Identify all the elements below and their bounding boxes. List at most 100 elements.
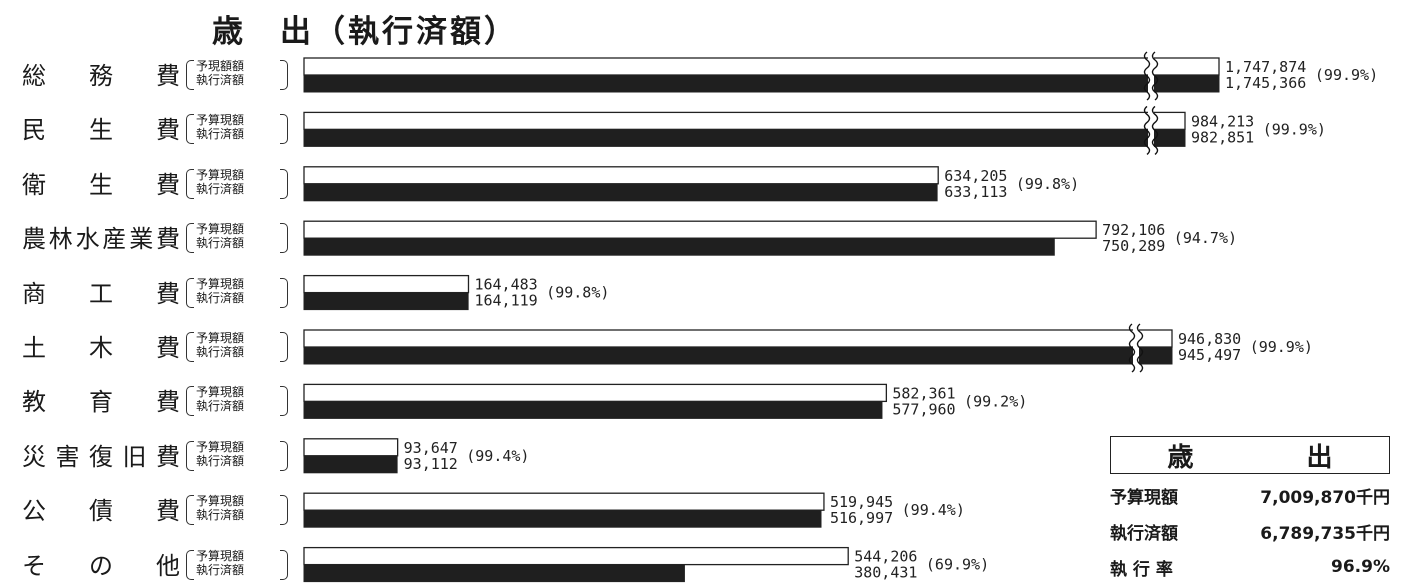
rate-label: (99.9%) [1250, 338, 1313, 356]
bar-executed [303, 128, 1186, 147]
budget-value-label: 1,747,874 [1225, 58, 1306, 76]
bracket-left [186, 223, 194, 254]
bar-budget [303, 111, 1186, 131]
budget-value-label: 634,205 [944, 167, 1007, 185]
summary-box: 歳 出 予算現額 7,009,870千円 執行済額 6,789,735千円 執 … [1110, 436, 1390, 582]
bracket-left [186, 549, 194, 580]
series-label-budget: 予算現額 [196, 276, 245, 291]
bar-budget [303, 166, 939, 185]
bracket-left [186, 60, 194, 90]
summary-heading-right: 出 [1306, 442, 1333, 473]
series-label-executed: 執行済額 [196, 399, 245, 414]
break-mark [1151, 51, 1159, 101]
series-label-budget: 予算現額 [196, 167, 245, 182]
category-label: 商 工 費 [22, 279, 180, 308]
category-label: 災害復旧費 [22, 442, 180, 471]
budget-value-label: 544,206 [854, 548, 917, 566]
bar-executed [303, 183, 938, 202]
bracket-right [280, 114, 288, 145]
bar-executed [303, 455, 398, 474]
rate-label: (94.7%) [1174, 229, 1237, 247]
series-label-budget: 予算現額 [196, 222, 245, 237]
bracket-left [186, 114, 194, 145]
executed-value-label: 982,851 [1191, 128, 1254, 146]
rate-label: (69.9%) [926, 556, 989, 574]
rate-label: (99.2%) [964, 392, 1027, 410]
summary-label: 予算現額 [1110, 487, 1178, 508]
budget-value-label: 946,830 [1178, 330, 1241, 348]
series-label-executed: 執行済額 [196, 345, 245, 359]
series-label-budget: 予算現額 [196, 331, 245, 345]
executed-value-label: 93,112 [404, 455, 458, 473]
summary-value: 7,009,870千円 [1260, 487, 1390, 508]
category-label: 総 務 費 [22, 62, 180, 90]
series-label-budget: 予算現額 [196, 385, 245, 400]
series-label-executed: 執行済額 [196, 508, 245, 523]
summary-heading: 歳 出 [1110, 436, 1390, 474]
bracket-right [280, 168, 288, 199]
rate-label: (99.8%) [1016, 175, 1079, 193]
budget-value-label: 519,945 [830, 493, 893, 511]
rate-label: (99.4%) [466, 447, 529, 465]
break-mark [1151, 105, 1159, 155]
budget-value-label: 93,647 [404, 439, 458, 457]
break-gap [1148, 56, 1154, 94]
budget-value-label: 164,483 [474, 276, 537, 294]
bracket-right [280, 549, 288, 580]
summary-label: 執行済額 [1110, 523, 1178, 544]
executed-value-label: 380,431 [854, 564, 917, 582]
category-label: 公 債 費 [22, 497, 180, 526]
bracket-left [186, 440, 194, 471]
executed-value-label: 750,289 [1102, 237, 1165, 255]
break-mark [1136, 323, 1144, 373]
summary-row-executed: 執行済額 6,789,735千円 [1110, 516, 1390, 546]
bar-executed [303, 292, 469, 311]
bar-budget [303, 57, 1220, 76]
series-label-executed: 執行済額 [196, 290, 245, 305]
summary-value: 96.9% [1331, 557, 1390, 577]
executed-value-label: 164,119 [474, 292, 537, 310]
chart-title: 歳 出（執行済額） [212, 14, 518, 50]
break-mark [1128, 323, 1136, 373]
bar-executed [303, 509, 822, 528]
summary-row-rate: 執 行 率 96.9% [1110, 552, 1390, 582]
series-label-executed: 執行済額 [196, 562, 245, 577]
bar-executed [303, 74, 1220, 93]
bar-budget [303, 329, 1173, 348]
summary-value: 6,789,735千円 [1260, 523, 1390, 544]
category-label: 土 木 費 [22, 334, 180, 362]
summary-row-budget: 予算現額 7,009,870千円 [1110, 480, 1390, 510]
rate-label: (99.8%) [546, 284, 609, 302]
series-label-budget: 予現額額 [196, 59, 245, 73]
break-mark [1143, 51, 1151, 101]
category-label: 農林水産業費 [22, 225, 180, 254]
bar-executed [303, 237, 1055, 256]
series-label-budget: 予算現額 [196, 548, 245, 563]
bracket-right [280, 277, 288, 308]
executed-value-label: 577,960 [892, 400, 955, 418]
rate-label: (99.9%) [1263, 120, 1326, 138]
bracket-right [280, 440, 288, 471]
summary-heading-left: 歳 [1167, 442, 1194, 473]
bar-budget [303, 220, 1097, 239]
series-label-budget: 予算現額 [196, 439, 245, 454]
series-label-executed: 執行済額 [196, 73, 245, 87]
bar-budget [303, 492, 825, 511]
series-label-executed: 執行済額 [196, 181, 245, 196]
bracket-left [186, 168, 194, 199]
series-label-budget: 予算現額 [196, 494, 245, 509]
bracket-left [186, 386, 194, 417]
break-gap [1148, 110, 1154, 149]
category-label: 衛 生 費 [22, 170, 180, 199]
executed-value-label: 945,497 [1178, 346, 1241, 364]
bracket-right [280, 386, 288, 417]
series-label-executed: 執行済額 [196, 127, 245, 142]
bracket-right [280, 332, 288, 362]
bracket-left [186, 332, 194, 362]
summary-label: 執 行 率 [1110, 559, 1173, 580]
bracket-left [186, 277, 194, 308]
bar-budget [303, 274, 470, 294]
bracket-right [280, 495, 288, 526]
bar-executed [303, 346, 1173, 365]
